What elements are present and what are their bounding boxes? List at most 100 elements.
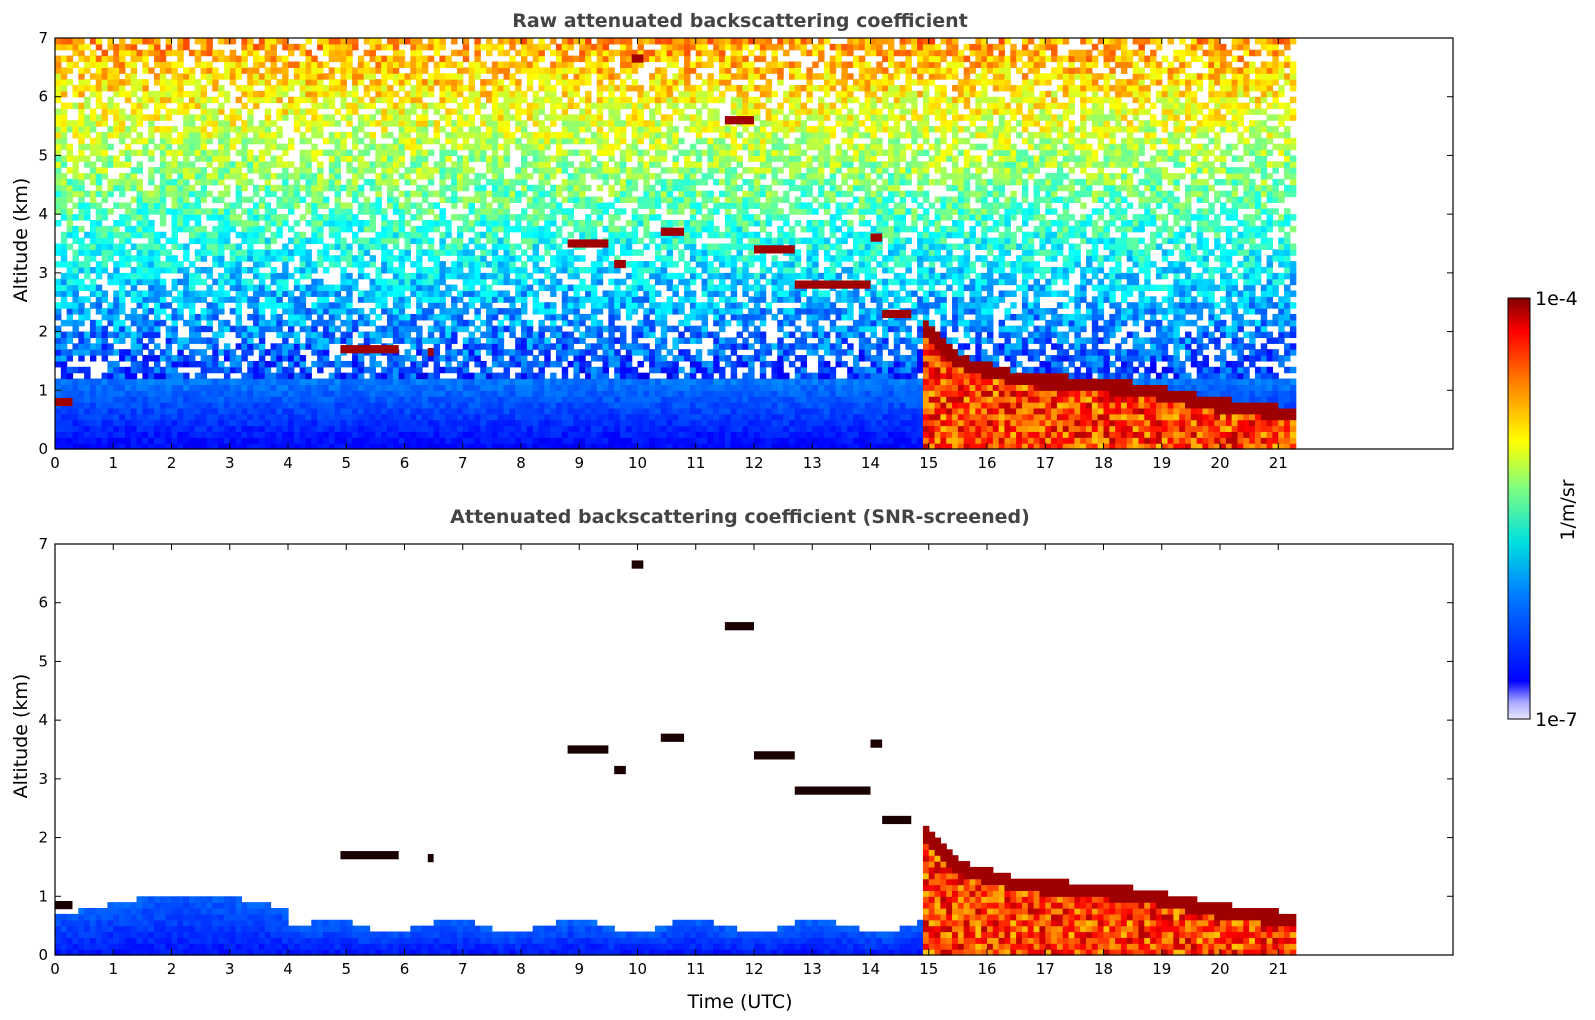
heatmap-cell [456, 173, 464, 180]
heatmap-cell [317, 366, 324, 374]
heatmap-cell [84, 84, 91, 92]
heatmap-cell [119, 90, 126, 98]
heatmap-cell [311, 61, 318, 68]
heatmap-cell [177, 225, 184, 233]
heatmap-cell [113, 266, 120, 274]
heatmap-cell [451, 261, 458, 268]
heatmap-cell [235, 114, 243, 121]
heatmap-cell [84, 155, 91, 162]
heatmap-cell [148, 114, 155, 121]
heatmap-cell [142, 278, 149, 286]
heatmap-cell [136, 108, 143, 115]
heatmap-cell [392, 43, 400, 51]
heatmap-cell [95, 296, 103, 303]
heatmap-cell [89, 108, 97, 115]
heatmap-cell [491, 149, 499, 157]
heatmap-cell [410, 272, 417, 280]
heatmap-cell [421, 378, 429, 386]
heatmap-cell [491, 255, 499, 262]
heatmap-cell [340, 249, 347, 256]
heatmap-cell [352, 419, 359, 427]
heatmap-cell [235, 272, 243, 280]
heatmap-cell [392, 79, 400, 86]
heatmap-cell [381, 237, 388, 245]
heatmap-cell [334, 214, 342, 221]
heatmap-cell [573, 202, 580, 209]
heatmap-cell [194, 190, 202, 198]
heatmap-cell [526, 366, 534, 374]
heatmap-cell [369, 290, 376, 297]
heatmap-cell [538, 419, 545, 427]
heatmap-cell [241, 55, 248, 63]
heatmap-cell [497, 390, 505, 397]
heatmap-cell [223, 278, 231, 286]
heatmap-cell [421, 225, 429, 233]
heatmap-cell [532, 114, 540, 121]
heatmap-cell [381, 290, 388, 297]
heatmap-cell [334, 437, 342, 444]
heatmap-cell [89, 384, 97, 391]
heatmap-cell [95, 120, 103, 127]
heatmap-cell [177, 308, 184, 315]
heatmap-cell [346, 184, 353, 192]
heatmap-cell [235, 173, 243, 180]
heatmap-cell [573, 443, 580, 450]
heatmap-cell [515, 296, 522, 303]
heatmap-cell [95, 390, 103, 397]
heatmap-cell [142, 290, 149, 297]
heatmap-cell [107, 378, 114, 386]
heatmap-cell [148, 225, 155, 233]
heatmap-cell [130, 49, 138, 57]
heatmap-cell [322, 360, 330, 368]
heatmap-cell [130, 437, 138, 444]
heatmap-cell [148, 237, 155, 245]
heatmap-cell [60, 67, 68, 74]
heatmap-cell [247, 84, 254, 92]
heatmap-cell [113, 126, 120, 133]
heatmap-cell [346, 396, 353, 403]
heatmap-cell [352, 325, 359, 333]
heatmap-cell [340, 49, 347, 57]
heatmap-cell [433, 220, 441, 227]
heatmap-cell [532, 372, 540, 380]
heatmap-cell [183, 161, 190, 168]
heatmap-cell [293, 296, 301, 303]
heatmap-cell [381, 437, 388, 444]
heatmap-cell [468, 355, 475, 362]
heatmap-cell [550, 390, 557, 397]
heatmap-cell [433, 255, 441, 262]
heatmap-cell [84, 131, 91, 139]
heatmap-cell [555, 190, 563, 198]
heatmap-cell [334, 413, 342, 421]
heatmap-cell [194, 137, 202, 145]
heatmap-cell [72, 190, 79, 198]
heatmap-cell [561, 396, 569, 403]
heatmap-cell [235, 55, 243, 63]
heatmap-cell [346, 190, 353, 198]
heatmap-cell [66, 149, 74, 157]
heatmap-cell [159, 407, 167, 415]
heatmap-cell [55, 349, 62, 356]
heatmap-cell [206, 402, 213, 409]
heatmap-cell [154, 55, 161, 63]
heatmap-cell [276, 384, 283, 391]
heatmap-cell [142, 360, 149, 368]
heatmap-cell [55, 384, 62, 391]
heatmap-cell [72, 419, 79, 427]
heatmap-cell [218, 178, 225, 186]
heatmap-cell [334, 149, 342, 157]
heatmap-cell [416, 137, 423, 145]
heatmap-cell [264, 114, 272, 121]
heatmap-cell [212, 343, 219, 350]
heatmap-cell [177, 49, 184, 57]
heatmap-cell [421, 313, 429, 321]
heatmap-cell [200, 249, 208, 256]
heatmap-cell [526, 437, 534, 444]
heatmap-cell [60, 425, 68, 432]
heatmap-cell [503, 278, 510, 286]
heatmap-cell [561, 167, 569, 174]
heatmap-cell [369, 167, 376, 174]
heatmap-cell [322, 220, 330, 227]
heatmap-cell [60, 102, 68, 110]
heatmap-cell [60, 290, 68, 297]
